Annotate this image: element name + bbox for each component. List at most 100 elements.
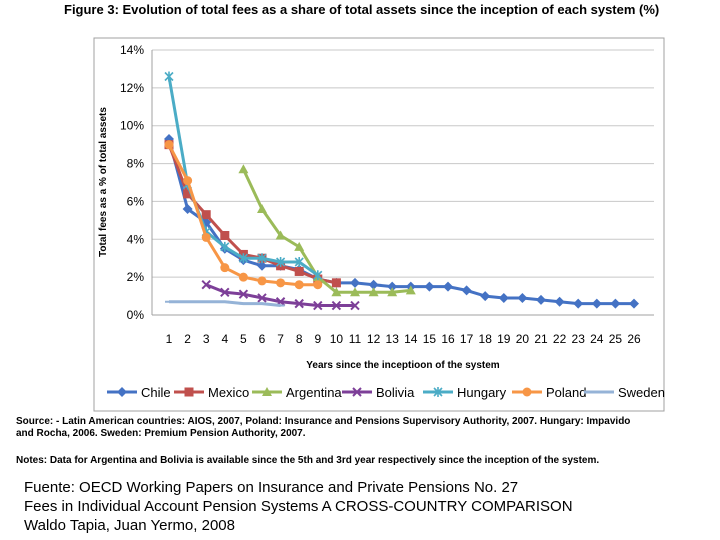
data-point-argentina — [350, 287, 360, 297]
legend-entry-chile: Chile — [107, 385, 171, 400]
legend-entry-hungary: Hungary — [423, 385, 507, 400]
data-point-mexico — [220, 231, 230, 240]
data-point-argentina — [275, 230, 286, 240]
x-tick-label: 17 — [460, 332, 474, 346]
figure-title: Figure 3: Evolution of total fees as a s… — [64, 2, 660, 17]
x-tick-label: 10 — [330, 332, 344, 346]
x-tick-label: 20 — [516, 332, 530, 346]
fees-line-chart: 0%2%4%6%8%10%12%14% 1 2 3 4 5 6 7 8 9 10 11 12 13 14 1… — [93, 37, 665, 412]
chart-border — [93, 37, 665, 412]
x-tick-label: 15 — [423, 332, 437, 346]
x-tick-label: 5 — [240, 332, 247, 346]
data-point-mexico — [183, 189, 193, 199]
data-point-chile — [536, 294, 546, 305]
legend-label-argentina: Argentina — [286, 385, 342, 400]
y-tick-label: 14% — [120, 43, 144, 57]
data-point-bolivia — [201, 280, 211, 290]
source-line-1: Source: - Latin American countries: AIOS… — [16, 416, 631, 427]
data-point-chile — [368, 279, 379, 290]
data-point-poland — [294, 280, 304, 290]
data-point-chile — [387, 281, 398, 292]
data-point-hungary — [313, 270, 323, 281]
x-tick-label: 12 — [367, 332, 381, 346]
data-point-chile — [480, 291, 491, 302]
data-point-argentina — [238, 164, 249, 174]
x-tick-label: 8 — [296, 332, 303, 346]
data-point-bolivia — [220, 287, 230, 297]
legend-entry-sweden: Sweden — [584, 385, 665, 400]
x-tick-label: 22 — [553, 332, 567, 346]
data-point-poland — [257, 276, 267, 286]
data-point-poland — [276, 278, 286, 288]
legend-marker-poland — [522, 387, 532, 397]
source-note: Source: - Latin American countries: AIOS… — [16, 416, 720, 440]
legend-entry-poland: Poland — [512, 385, 586, 400]
series-poland — [164, 140, 323, 290]
x-tick-label: 24 — [590, 332, 604, 346]
citation-line-1: Fuente: OECD Working Papers on Insurance… — [24, 479, 519, 496]
x-tick-label: 21 — [534, 332, 548, 346]
legend-marker-bolivia — [352, 387, 362, 397]
x-tick-label: 23 — [572, 332, 586, 346]
y-tick-label: 8% — [127, 157, 145, 171]
data-point-chile — [443, 281, 453, 292]
legend-marker-hungary — [433, 387, 443, 397]
data-point-poland — [164, 140, 174, 150]
data-point-chile — [591, 298, 602, 309]
data-point-chile — [610, 298, 621, 309]
data-point-argentina — [387, 287, 398, 297]
chart-legend: Chile Mexico Argentina Bolivia Hungary Poland… — [107, 385, 665, 400]
y-tick-label: 0% — [127, 308, 145, 322]
x-tick-label: 13 — [386, 332, 400, 346]
series-sweden — [165, 300, 285, 308]
data-point-chile — [629, 298, 639, 309]
x-tick-label: 9 — [314, 332, 321, 346]
citation-line-3: Waldo Tapia, Juan Yermo, 2008 — [24, 517, 235, 534]
y-tick-label: 10% — [120, 119, 144, 133]
x-tick-label: 7 — [277, 332, 284, 346]
y-axis-label: Total fees as a % of total assets — [98, 107, 109, 257]
data-point-poland — [220, 263, 230, 273]
data-point-hungary — [294, 257, 304, 267]
data-point-chile — [573, 298, 584, 309]
data-point-bolivia — [257, 293, 267, 303]
data-point-hungary — [164, 71, 174, 82]
legend-label-poland: Poland — [546, 385, 586, 400]
data-point-chile — [461, 285, 472, 296]
legend-marker-argentina — [262, 387, 272, 396]
data-point-argentina — [257, 204, 267, 213]
data-point-mexico — [331, 278, 341, 288]
y-tick-label: 4% — [127, 232, 145, 246]
legend-label-mexico: Mexico — [208, 385, 249, 400]
series-chile — [164, 133, 639, 309]
data-point-argentina — [294, 241, 305, 251]
source-line-2: and Rocha, 2006. Sweden: Premium Pension… — [16, 428, 306, 439]
x-tick-label: 1 — [166, 332, 173, 346]
data-point-chile — [350, 277, 360, 288]
data-point-poland — [238, 272, 248, 282]
data-point-hungary — [238, 253, 248, 264]
data-point-poland — [183, 176, 193, 186]
x-tick-label: 4 — [221, 332, 228, 346]
legend-label-sweden: Sweden — [618, 385, 665, 400]
data-point-hungary — [220, 241, 230, 252]
x-tick-label: 6 — [259, 332, 266, 346]
data-point-hungary — [257, 253, 267, 264]
legend-entry-mexico: Mexico — [174, 385, 249, 400]
legend-label-bolivia: Bolivia — [376, 385, 415, 400]
data-point-chile — [517, 292, 528, 303]
data-point-bolivia — [238, 289, 249, 299]
data-point-chile — [424, 281, 435, 292]
legend-entry-argentina: Argentina — [252, 385, 342, 400]
data-point-hungary — [276, 257, 286, 267]
citation-line-2: Fees in Individual Account Pension Syste… — [24, 498, 573, 515]
x-tick-label: 16 — [441, 332, 455, 346]
x-tick-label: 14 — [404, 332, 418, 346]
data-point-chile — [554, 296, 565, 307]
legend-marker-mexico — [184, 387, 194, 397]
x-tick-label: 18 — [479, 332, 493, 346]
data-point-argentina — [405, 285, 416, 295]
y-tick-label: 12% — [120, 81, 144, 95]
citation-block: Fuente: OECD Working Papers on Insurance… — [24, 478, 573, 535]
data-point-bolivia — [313, 300, 323, 311]
